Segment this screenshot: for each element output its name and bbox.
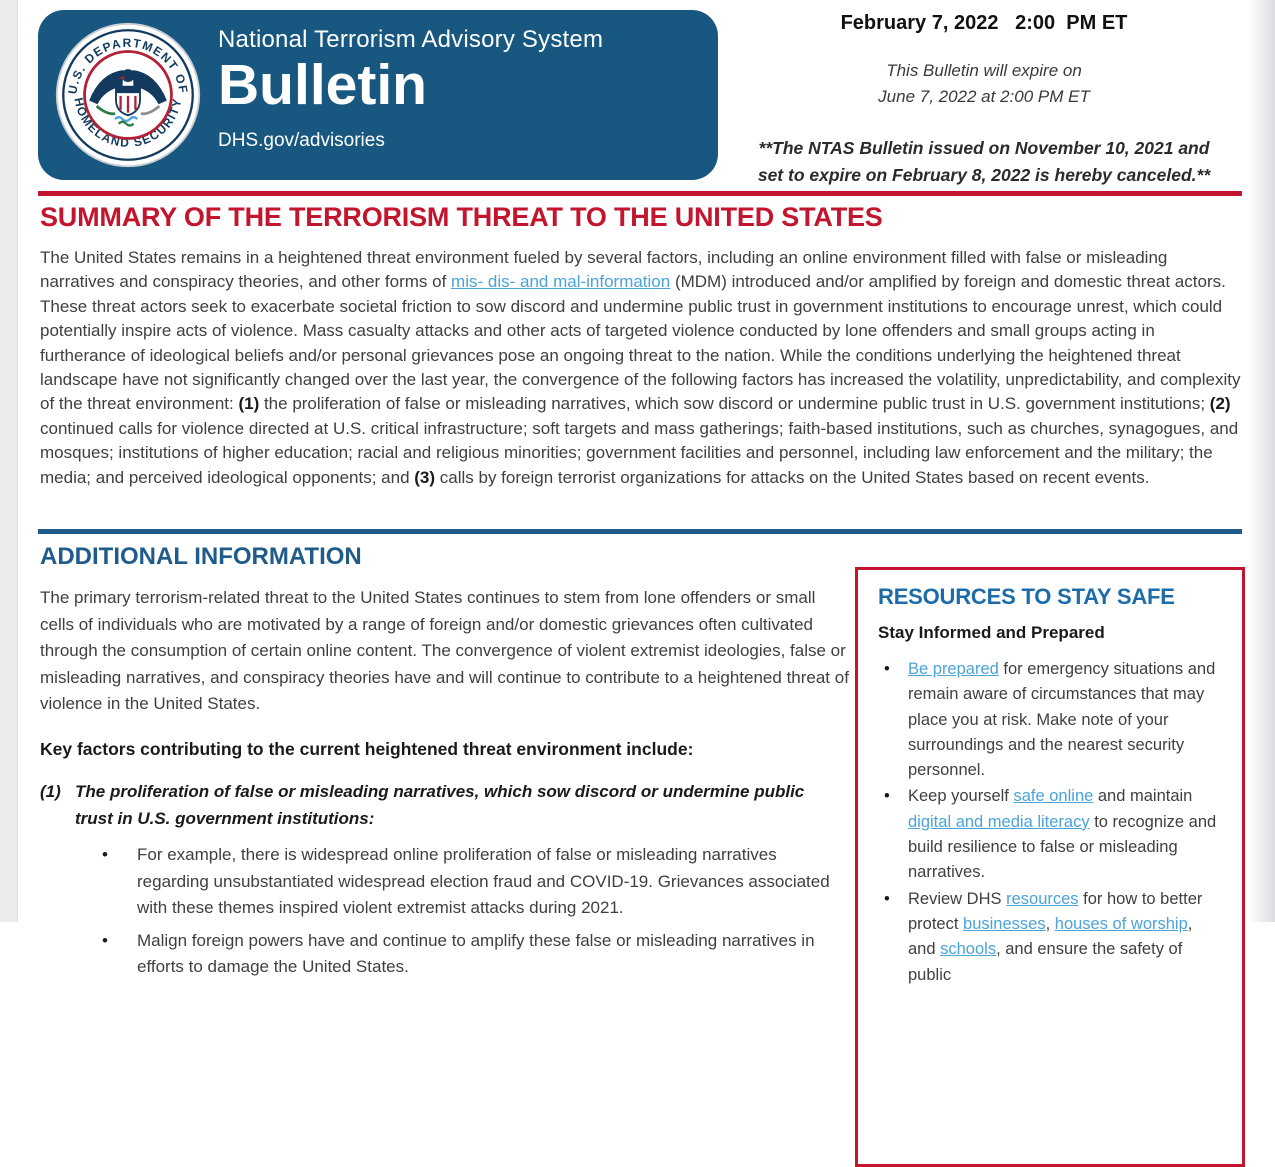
page-edge-left [0,0,18,922]
dhs-seal-icon: U.S. DEPARTMENT OF HOMELAND SECURITY [55,22,201,168]
summary-paragraph: The United States remains in a heightene… [40,248,1241,487]
factor-1-number: (1) [40,782,61,801]
inline-link[interactable]: mis- dis- and mal-information [451,272,671,292]
issued-datetime: February 7, 2022 2:00 PM ET [840,12,1128,34]
bullet-marker: • [884,787,890,806]
bullet-marker: • [102,930,108,950]
resources-bullet-list: • Be prepared for emergency situations a… [878,657,1224,988]
list-item: • Malign foreign powers have and continu… [40,928,852,981]
inline-link[interactable]: safe online [1013,787,1094,806]
additional-info-title: ADDITIONAL INFORMATION [40,543,362,570]
inline-link[interactable]: schools [940,940,997,959]
blue-divider-rule [38,529,1242,534]
inline-link[interactable]: businesses [963,914,1046,933]
additional-intro-paragraph: The primary terrorism-related threat to … [40,588,849,713]
list-item: • For example, there is widespread onlin… [40,842,852,922]
advisories-url-link[interactable]: DHS.gov/advisories [218,129,385,151]
bullet-marker: • [884,660,890,678]
cancellation-note: **The NTAS Bulletin issued on November 1… [757,137,1211,185]
resources-title: RESOURCES TO STAY SAFE [878,584,1175,609]
page-edge-right [1248,0,1275,922]
additional-info-body: The primary terrorism-related threat to … [40,585,852,987]
expiration-note: This Bulletin will expire on June 7, 202… [878,61,1090,107]
list-item: • Keep yourself safe online and maintain… [878,784,1224,885]
factor-1-text: The proliferation of false or misleading… [75,782,805,828]
resources-panel: RESOURCES TO STAY SAFE Stay Informed and… [855,567,1245,1167]
inline-link[interactable]: resources [1006,889,1079,908]
red-divider-rule [38,191,1242,196]
summary-section-title: SUMMARY OF THE TERRORISM THREAT TO THE U… [40,202,883,232]
list-item: • Be prepared for emergency situations a… [878,657,1224,783]
bulletin-title: Bulletin [218,53,427,117]
inline-link[interactable]: Be prepared [908,660,999,678]
key-factors-heading: Key factors contributing to the current … [40,738,694,759]
factor-1-bullet-list: • For example, there is widespread onlin… [40,842,852,981]
factor-1: (1) The proliferation of false or mislea… [40,779,852,832]
ntas-header-banner: U.S. DEPARTMENT OF HOMELAND SECURITY Nat… [38,10,718,180]
bullet-marker: • [102,845,108,864]
seal-eagle [89,69,167,127]
inline-link[interactable]: houses of worship [1054,914,1188,933]
list-item: • Review DHS resources for how to better… [878,887,1224,988]
system-name: National Terrorism Advisory System [218,26,604,53]
inline-link[interactable]: digital and media literacy [908,812,1090,831]
bullet-marker: • [884,889,890,908]
resources-subtitle: Stay Informed and Prepared [878,623,1105,642]
